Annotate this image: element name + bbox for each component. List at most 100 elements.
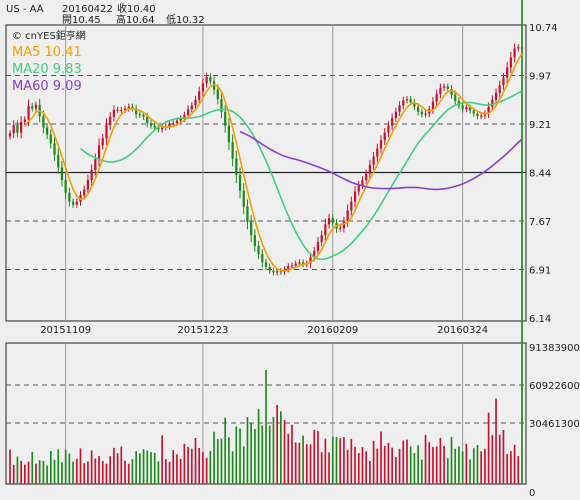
candle-body xyxy=(420,111,423,115)
candle-body xyxy=(376,148,379,157)
candle-body xyxy=(272,270,275,273)
candle-body xyxy=(350,201,353,211)
volume-tick-label: 30461300 xyxy=(529,419,580,430)
candle-body xyxy=(361,180,364,186)
candle-body xyxy=(75,201,78,205)
candle-body xyxy=(480,115,483,117)
candle-body xyxy=(431,101,435,110)
candle-body xyxy=(146,116,149,124)
candle-body xyxy=(391,118,394,126)
candle-body xyxy=(135,108,138,115)
candle-body xyxy=(324,224,327,236)
candle-body xyxy=(498,85,501,93)
candle-body xyxy=(520,47,524,49)
high-label: 高10.64 xyxy=(116,13,155,26)
candle-body xyxy=(205,76,208,84)
date-tick-label: 20160324 xyxy=(437,325,488,336)
candle-body xyxy=(316,242,320,251)
candle-body xyxy=(83,189,86,196)
candle-body xyxy=(339,228,342,230)
candle-body xyxy=(34,104,38,109)
volume-bars xyxy=(9,0,523,484)
candle-body xyxy=(506,67,509,78)
candle-body xyxy=(250,221,253,236)
candle-body xyxy=(279,271,282,273)
candle-body xyxy=(327,218,331,225)
candle-body xyxy=(12,125,15,134)
candle-body xyxy=(365,173,368,181)
candle-body xyxy=(153,125,156,128)
candle-body xyxy=(413,102,416,107)
open-label: 開10.45 xyxy=(62,14,101,26)
candle-body xyxy=(372,156,375,165)
volume-tick-label: 0 xyxy=(529,488,535,499)
price-tick-label: 7.67 xyxy=(529,217,551,228)
price-tick-label: 8.44 xyxy=(529,169,551,180)
candle-body xyxy=(123,108,127,110)
candle-body xyxy=(264,262,268,267)
candle-body xyxy=(116,109,119,111)
candle-body xyxy=(242,190,245,207)
candle-body xyxy=(405,99,409,101)
price-tick-label: 9.21 xyxy=(529,120,551,131)
candle-body xyxy=(435,94,438,102)
price-tick-label: 10.74 xyxy=(529,23,558,34)
candle-body xyxy=(346,210,349,222)
candle-body xyxy=(94,159,97,170)
candle-body xyxy=(353,191,357,202)
candle-body xyxy=(97,145,101,160)
candle-body xyxy=(253,235,256,246)
candle-body xyxy=(127,106,130,109)
candle-body xyxy=(57,154,60,168)
candle-body xyxy=(105,125,108,139)
candle-body xyxy=(8,133,12,137)
date-tick-label: 20160209 xyxy=(307,325,358,336)
ma20-line xyxy=(80,90,523,261)
candle-body xyxy=(491,99,494,107)
cnyes-logo: © cnYES鉅亨網 xyxy=(12,29,86,42)
date-axis-labels: 20151109 20151223 20160209 20160324 xyxy=(40,325,488,336)
candle-body xyxy=(186,109,190,115)
candle-body xyxy=(476,113,479,117)
close-label: 收10.40 xyxy=(117,2,156,15)
candle-body xyxy=(268,266,271,271)
candle-body xyxy=(27,106,30,120)
price-tick-label: 6.14 xyxy=(529,314,551,325)
moving-average-lines xyxy=(24,53,523,272)
candle-body xyxy=(60,167,64,181)
ma20-legend: MA20 9.83 xyxy=(12,62,82,77)
ma5-legend: MA5 10.41 xyxy=(12,45,82,60)
candle-body xyxy=(183,114,186,119)
candle-body xyxy=(172,123,175,125)
candle-body xyxy=(198,91,201,100)
candle-body xyxy=(45,127,49,135)
candle-body xyxy=(168,124,171,127)
candle-body xyxy=(190,105,193,110)
candle-body xyxy=(402,100,405,106)
candle-body xyxy=(383,132,386,141)
candle-body xyxy=(513,48,516,58)
candle-body xyxy=(509,57,512,68)
candle-body xyxy=(23,119,26,122)
candle-body xyxy=(42,116,45,128)
candle-body xyxy=(161,127,164,130)
candle-body xyxy=(16,125,19,133)
candle-body xyxy=(31,106,34,109)
candle-body xyxy=(227,125,231,143)
price-tick-label: 6.91 xyxy=(529,266,551,277)
ma5-line xyxy=(24,53,523,272)
candle-body xyxy=(487,106,490,114)
candle-body xyxy=(287,266,290,270)
candle-body xyxy=(131,106,134,109)
volume-tick-label: 91383900 xyxy=(529,343,580,354)
candle-body xyxy=(175,120,179,124)
candle-body xyxy=(194,99,197,106)
candle-body xyxy=(20,121,23,133)
candle-body xyxy=(49,134,52,144)
candle-body xyxy=(142,114,145,117)
date-label: 20160422 xyxy=(62,4,113,15)
candle-body xyxy=(472,110,475,114)
candle-body xyxy=(120,109,123,111)
candle-body xyxy=(442,86,446,88)
